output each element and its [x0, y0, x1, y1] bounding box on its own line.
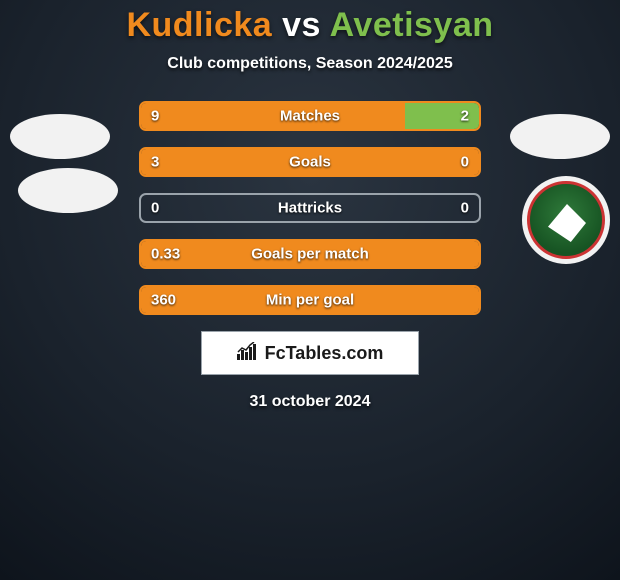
stat-label: Matches: [280, 108, 340, 125]
brand-label: FcTables.com: [265, 343, 384, 364]
stat-label: Hattricks: [278, 200, 342, 217]
stat-value-player2: 2: [461, 108, 469, 125]
stat-bar: 9 2 Matches: [139, 101, 481, 131]
player1-avatar-placeholder: [10, 114, 110, 159]
club-crest-icon: [527, 181, 605, 259]
bar-chart-icon: [237, 342, 259, 365]
player2-club-badge: [522, 176, 610, 264]
season-subtitle: Club competitions, Season 2024/2025: [0, 55, 620, 73]
stat-value-player1: 3: [151, 154, 159, 171]
bar-fill-player1: [141, 103, 405, 129]
player1-club-placeholder: [18, 168, 118, 213]
stat-value-player2: 0: [461, 200, 469, 217]
stat-value-player2: 0: [461, 154, 469, 171]
stat-value-player1: 0.33: [151, 246, 180, 263]
stat-bar: 360 Min per goal: [139, 285, 481, 315]
vs-separator: vs: [272, 6, 329, 44]
player1-name: Kudlicka: [126, 6, 272, 44]
stat-bar: 0.33 Goals per match: [139, 239, 481, 269]
stat-label: Goals per match: [251, 246, 369, 263]
stat-bar: 3 0 Goals: [139, 147, 481, 177]
stat-label: Min per goal: [266, 292, 354, 309]
stat-label: Goals: [289, 154, 331, 171]
player2-avatar-placeholder: [510, 114, 610, 159]
stat-bars: 9 2 Matches 3 0 Goals 0 0 Hattricks 0.33 Goals per…: [139, 101, 481, 315]
page-title: Kudlicka vs Avetisyan: [0, 6, 620, 45]
comparison-card: Kudlicka vs Avetisyan Club competitions,…: [0, 0, 620, 580]
stat-bar: 0 0 Hattricks: [139, 193, 481, 223]
stat-value-player1: 0: [151, 200, 159, 217]
player2-name: Avetisyan: [330, 6, 494, 44]
brand-box[interactable]: FcTables.com: [201, 331, 419, 375]
date-label: 31 october 2024: [0, 393, 620, 411]
stat-value-player1: 360: [151, 292, 176, 309]
stat-value-player1: 9: [151, 108, 159, 125]
